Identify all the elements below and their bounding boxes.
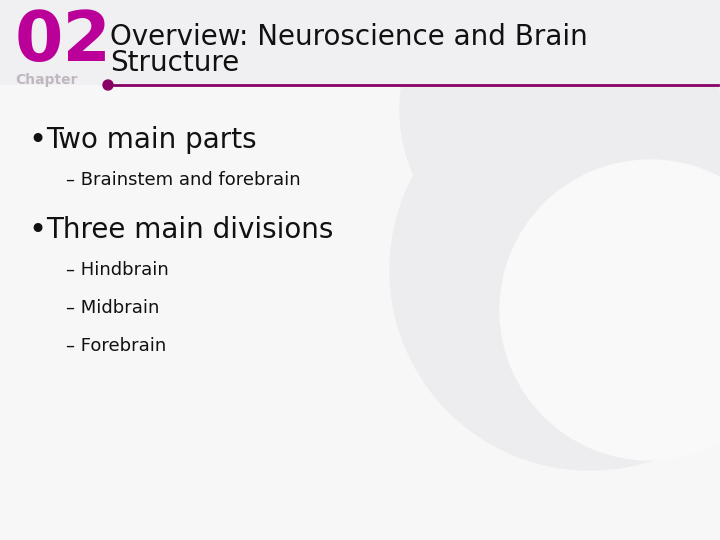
Circle shape [500,160,720,460]
Circle shape [390,70,720,470]
Text: – Brainstem and forebrain: – Brainstem and forebrain [66,171,301,189]
Text: •: • [28,125,46,154]
Text: Structure: Structure [110,49,239,77]
Text: 02: 02 [15,8,112,75]
Text: Three main divisions: Three main divisions [46,216,333,244]
Text: – Hindbrain: – Hindbrain [66,261,168,279]
FancyBboxPatch shape [0,0,720,85]
Text: Overview: Neuroscience and Brain: Overview: Neuroscience and Brain [110,23,588,51]
Text: Two main parts: Two main parts [46,126,256,154]
Text: – Forebrain: – Forebrain [66,337,166,355]
Circle shape [103,80,113,90]
Text: Chapter: Chapter [15,73,78,87]
Text: – Midbrain: – Midbrain [66,299,159,317]
Text: •: • [28,215,46,245]
Circle shape [400,0,720,270]
